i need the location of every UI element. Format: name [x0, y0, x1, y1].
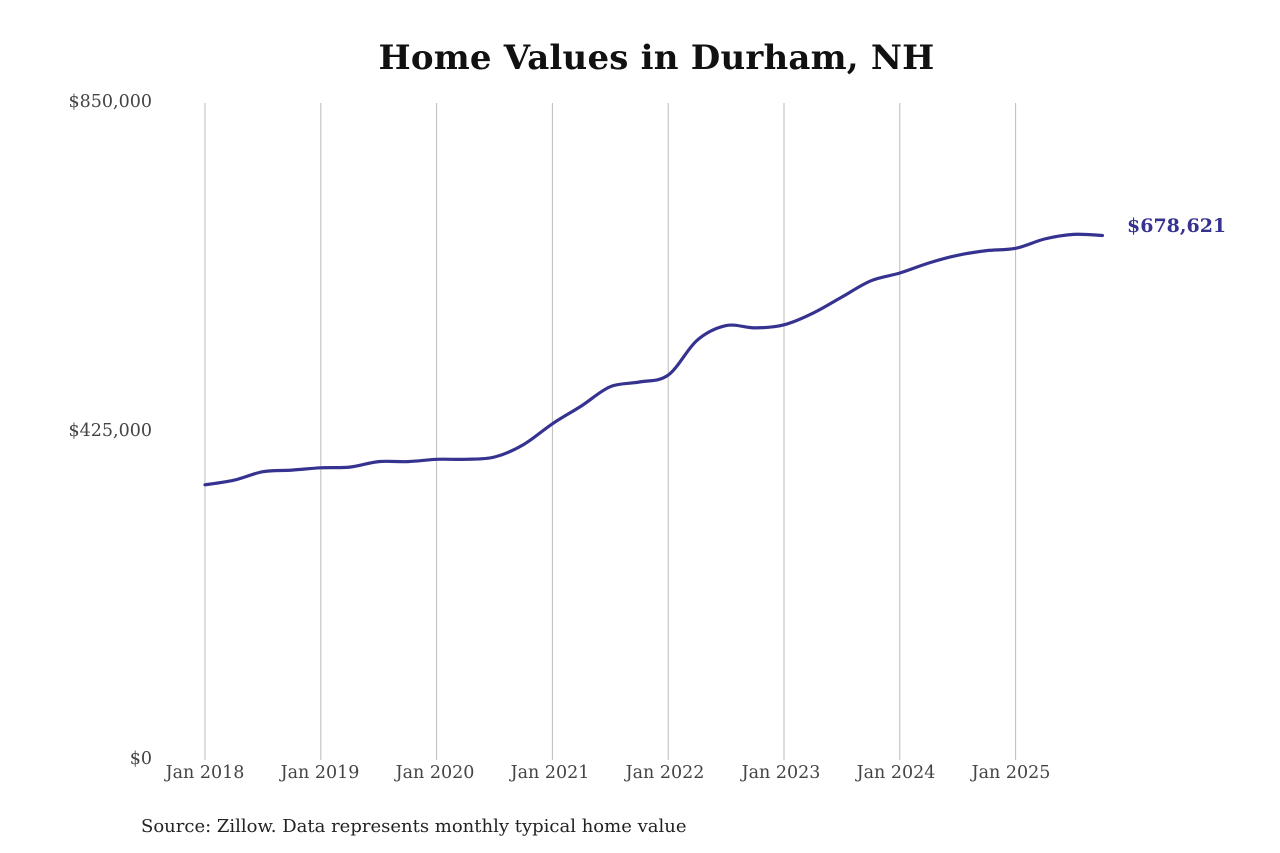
- y-tick-label-0: $0: [129, 749, 152, 769]
- home-value-line: [203, 232, 1104, 487]
- x-tick-label-2018: Jan 2018: [165, 763, 245, 783]
- x-tick-label-2023: Jan 2023: [741, 763, 821, 783]
- x-tick-label-2024: Jan 2024: [856, 763, 936, 783]
- x-tick-label-2019: Jan 2019: [280, 763, 360, 783]
- x-tick-label-2025: Jan 2025: [971, 763, 1051, 783]
- end-value-annotation: $678,621: [1127, 215, 1227, 237]
- x-tick-label-2020: Jan 2020: [395, 763, 475, 783]
- x-tick-label-2022: Jan 2022: [625, 763, 705, 783]
- y-tick-label-425000: $425,000: [68, 421, 152, 441]
- x-tick-label-2021: Jan 2021: [510, 763, 590, 783]
- y-tick-label-850000: $850,000: [68, 92, 152, 112]
- vertical-gridlines: [204, 103, 1017, 760]
- chart-title: Home Values in Durham, NH: [378, 38, 935, 78]
- source-note: Source: Zillow. Data represents monthly …: [141, 816, 687, 837]
